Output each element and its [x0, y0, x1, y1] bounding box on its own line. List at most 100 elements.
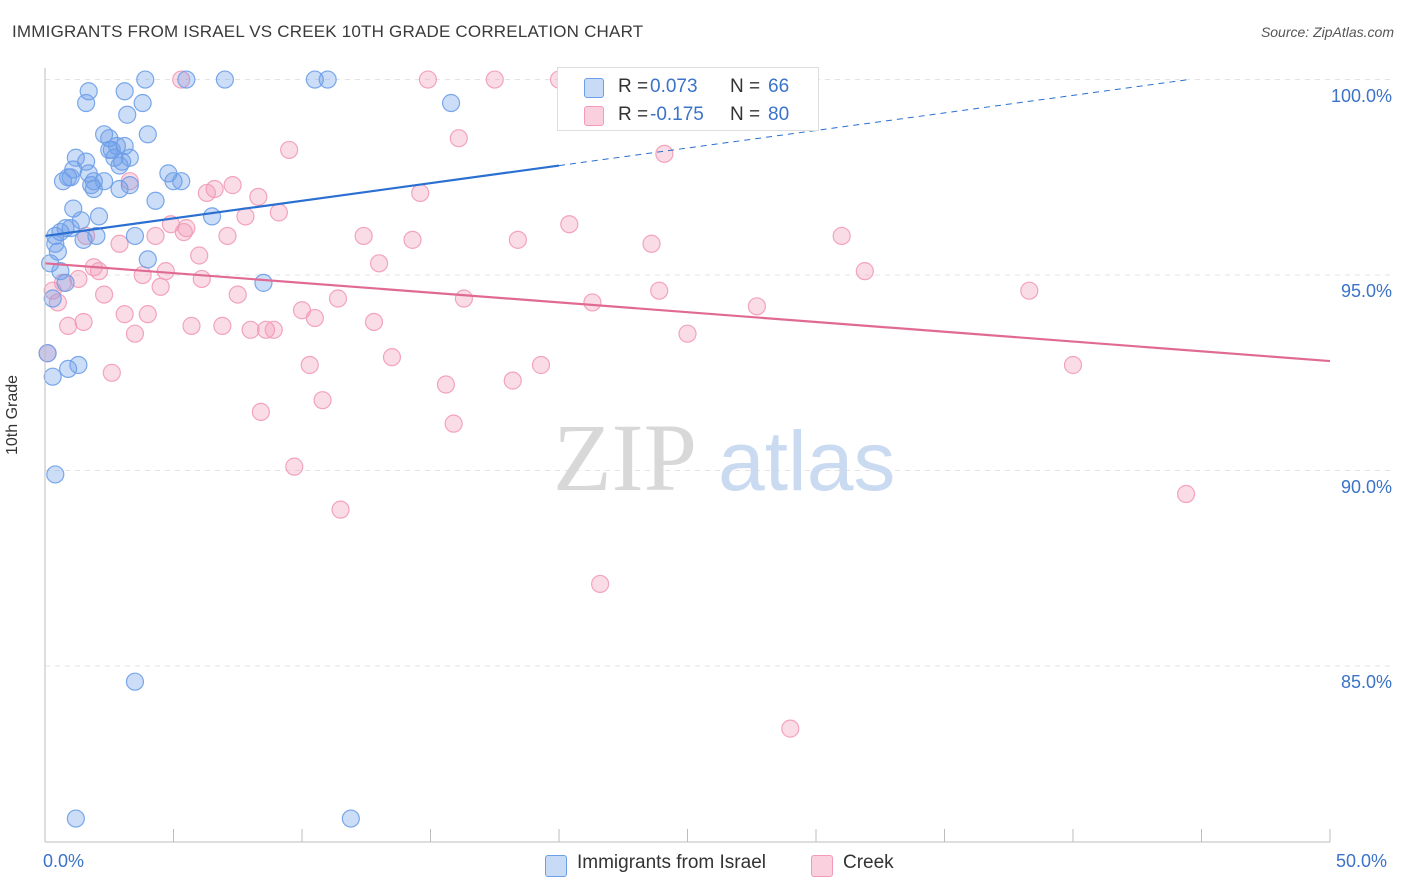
creek-point: [236, 207, 255, 226]
creek-point: [449, 129, 468, 148]
israel-point: [115, 82, 134, 101]
israel-point: [215, 70, 234, 89]
israel-point: [172, 172, 191, 191]
creek-point: [560, 215, 579, 234]
creek-point: [190, 246, 209, 265]
creek-point: [177, 219, 196, 238]
creek-point: [418, 70, 438, 89]
stats-row-israel: R = 0.073 N = 66: [558, 73, 818, 101]
israel-point: [318, 70, 337, 89]
israel-point: [71, 211, 91, 230]
israel-point: [136, 70, 155, 89]
creek-point: [125, 324, 145, 343]
israel-point: [77, 93, 96, 113]
israel-point: [38, 344, 57, 363]
creek-point: [146, 226, 165, 246]
r-label: R =: [618, 104, 649, 125]
creek-point: [531, 355, 551, 375]
series-legend: Immigrants from Israel Creek: [0, 850, 1406, 878]
trend-lines: [44, 79, 1331, 363]
chart-title: IMMIGRANTS FROM ISRAEL VS CREEK 10TH GRA…: [12, 22, 644, 41]
israel-point: [202, 207, 222, 226]
israel-trend-line: [44, 164, 560, 238]
israel-point: [305, 70, 324, 89]
creek-point: [256, 320, 276, 339]
n-label: N =: [730, 104, 761, 125]
creek-point: [642, 234, 661, 253]
creek-point: [151, 277, 170, 296]
israel-point: [77, 152, 96, 171]
creek-point: [1176, 484, 1196, 504]
creek-point: [411, 183, 430, 203]
israel-point: [133, 93, 152, 113]
y-tick-label: 85.0%: [1340, 672, 1392, 693]
israel-point: [146, 191, 165, 210]
creek-point: [269, 203, 288, 222]
israel-point: [138, 250, 157, 269]
creek-point: [382, 348, 402, 367]
creek-point: [280, 140, 299, 160]
creek-point: [110, 234, 129, 253]
n-label: N =: [730, 76, 761, 97]
israel-point: [100, 140, 119, 160]
creek-point: [285, 457, 304, 476]
x-tick-min: 0.0%: [43, 851, 85, 871]
y-tick-label: 95.0%: [1340, 281, 1392, 302]
israel-point: [69, 355, 88, 375]
creek-point: [228, 285, 247, 304]
creek-point: [436, 375, 456, 394]
creek-point: [89, 262, 109, 281]
creek-point: [650, 281, 669, 300]
axes: [44, 68, 1331, 843]
creek-point: [133, 265, 152, 285]
creek-point: [364, 312, 384, 332]
israel-point: [59, 359, 78, 378]
creek-point: [328, 289, 348, 308]
israel-point: [51, 262, 70, 281]
israel-point: [110, 179, 129, 199]
x-tick-max: 50.0%: [1336, 851, 1388, 871]
creek-point: [747, 297, 766, 316]
creek-point: [444, 414, 463, 433]
y-axis-label: 10th Grade: [4, 374, 21, 455]
creek-point: [331, 500, 350, 519]
creek-legend-swatch: [811, 855, 833, 877]
r-value: 0.073: [650, 76, 698, 97]
n-value: 66: [768, 76, 790, 97]
creek-point: [218, 226, 237, 246]
creek-point: [59, 316, 78, 335]
r-value: -0.175: [650, 104, 704, 125]
israel-point: [89, 207, 109, 226]
creek-point: [251, 402, 270, 421]
israel-point: [138, 125, 157, 144]
creek-point: [74, 312, 93, 332]
israel-points: [38, 70, 461, 828]
watermark-atlas: atlas: [718, 414, 895, 508]
israel-point: [177, 70, 196, 89]
israel-point: [341, 809, 360, 828]
r-label: R =: [618, 76, 649, 97]
israel-point: [164, 172, 183, 191]
israel-point: [84, 172, 103, 191]
creek-point: [503, 371, 522, 390]
creek-point: [213, 316, 232, 335]
y-tick-label: 90.0%: [1340, 476, 1392, 497]
creek-point: [591, 574, 610, 594]
israel-point: [79, 82, 98, 101]
israel-point: [56, 273, 75, 292]
creek-point: [313, 391, 332, 410]
israel-point: [66, 809, 85, 828]
creek-point: [370, 254, 389, 273]
israel-point: [61, 168, 80, 187]
israel-point: [66, 148, 85, 167]
gridlines: [45, 79, 1390, 667]
israel-swatch: [584, 78, 604, 98]
israel-point: [48, 242, 67, 261]
watermark-zip: ZIP: [553, 404, 697, 511]
creek-point: [249, 187, 268, 206]
creek-swatch: [584, 106, 604, 126]
creek-point: [832, 226, 851, 246]
creek-point: [655, 144, 674, 163]
israel-point: [87, 226, 106, 246]
